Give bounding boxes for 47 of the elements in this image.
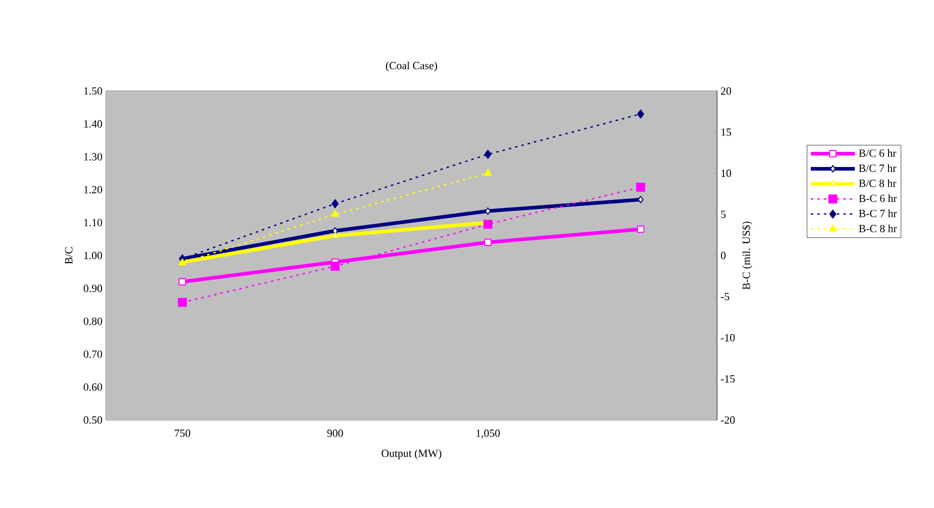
y2-tick-label: 0 xyxy=(720,252,726,260)
point xyxy=(332,199,339,208)
y2-tick-label: -10 xyxy=(720,334,735,342)
point xyxy=(332,232,338,238)
y-tick-label: 1.30 xyxy=(84,153,102,161)
legend-label: B-C 7 hr xyxy=(858,209,897,218)
y-tick-label: 1.00 xyxy=(84,252,102,260)
y2-tick-label: 10 xyxy=(721,170,732,177)
y2-axis-title: B-C (mil. US$) xyxy=(742,222,752,290)
x-tick-label: 900 xyxy=(327,430,343,437)
y2-tick-label: 5 xyxy=(721,210,726,218)
y-tick-label: 1.20 xyxy=(84,186,102,194)
x-axis-title: Output (MW) xyxy=(382,449,442,460)
y2-tick-label: -5 xyxy=(720,292,730,300)
legend-label: B-C 6 hr xyxy=(858,194,897,202)
y-tick-label: 0.60 xyxy=(84,383,102,391)
y-tick-label: 0.90 xyxy=(84,284,102,292)
y-tick-label: 0.80 xyxy=(84,318,102,326)
point xyxy=(330,262,340,271)
legend-label: B/C 7 hr xyxy=(858,164,896,172)
y2-tick-label: 15 xyxy=(721,128,732,136)
point xyxy=(178,278,186,286)
point xyxy=(636,182,646,192)
point xyxy=(484,168,492,176)
point xyxy=(483,220,492,229)
y-axis-title: B/C xyxy=(65,247,72,264)
legend-label: B-C 8 hr xyxy=(858,224,897,232)
y2-tick-label: -15 xyxy=(720,375,735,383)
x-tick-label: 750 xyxy=(174,430,190,437)
y2-tick-label: 20 xyxy=(721,87,732,95)
point xyxy=(484,150,492,159)
point xyxy=(484,238,492,246)
point xyxy=(178,298,187,307)
x-tick-label: 1,050 xyxy=(476,430,500,438)
y2-tick-label: -20 xyxy=(720,416,735,424)
point xyxy=(331,210,340,217)
y-tick-label: 0.50 xyxy=(84,416,102,424)
y-tick-label: 0.70 xyxy=(84,350,102,358)
chart-title: (Coal Case) xyxy=(386,62,438,72)
point xyxy=(638,196,644,204)
legend-label: B/C 8 hr xyxy=(858,179,896,188)
point xyxy=(636,225,644,233)
y-tick-label: 1.50 xyxy=(84,87,102,95)
y-tick-label: 1.10 xyxy=(84,218,102,226)
legend-label: B/C 6 hr xyxy=(858,149,896,157)
point xyxy=(637,110,644,119)
y-tick-label: 1.40 xyxy=(84,120,102,128)
